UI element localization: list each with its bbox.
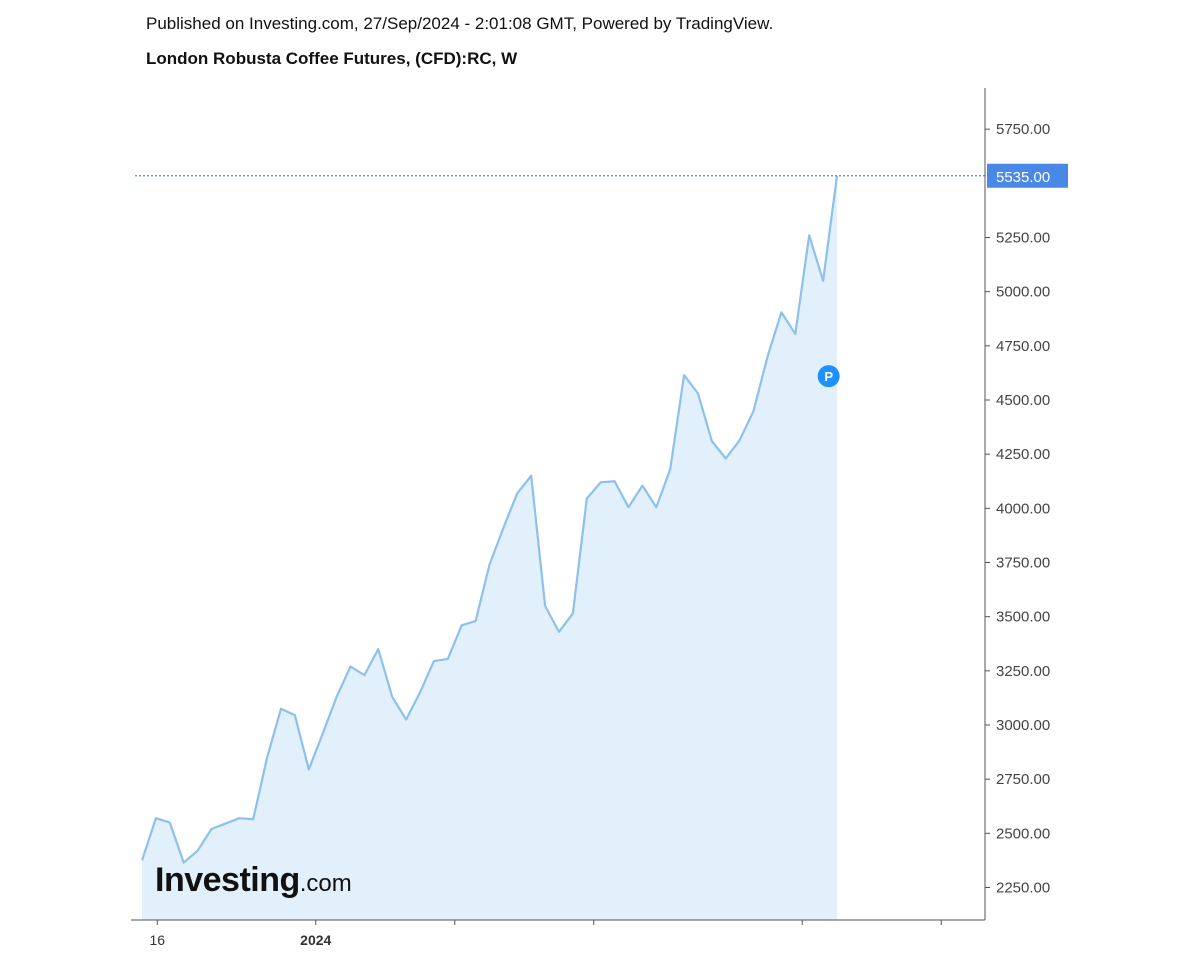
data-point[interactable]	[695, 391, 701, 397]
data-point[interactable]	[556, 629, 562, 635]
investing-logo: Investing.com	[155, 861, 352, 900]
data-point[interactable]	[709, 438, 715, 444]
y-tick-label: 2500.00	[996, 825, 1050, 842]
data-point[interactable]	[584, 496, 590, 502]
data-point[interactable]	[570, 610, 576, 616]
data-point[interactable]	[751, 408, 757, 414]
data-point[interactable]	[389, 694, 395, 700]
data-point[interactable]	[612, 478, 618, 484]
x-tick-label: 2024	[300, 932, 331, 948]
data-point[interactable]	[626, 504, 632, 510]
data-point[interactable]	[653, 504, 659, 510]
data-point[interactable]	[250, 816, 256, 822]
data-point[interactable]	[292, 712, 298, 718]
data-point[interactable]	[334, 694, 340, 700]
y-tick-label: 2750.00	[996, 771, 1050, 788]
data-point[interactable]	[209, 826, 215, 832]
logo-suffix: .com	[299, 870, 352, 897]
y-tick-label: 5250.00	[996, 230, 1050, 247]
data-point[interactable]	[667, 466, 673, 472]
y-tick-label: 4500.00	[996, 392, 1050, 409]
data-point[interactable]	[723, 456, 729, 462]
data-point[interactable]	[264, 755, 270, 761]
y-tick-label: 3000.00	[996, 717, 1050, 734]
data-point[interactable]	[417, 690, 423, 696]
data-point[interactable]	[500, 525, 506, 531]
y-tick-label: 5750.00	[996, 121, 1050, 138]
y-tick-label: 2250.00	[996, 880, 1050, 897]
marker-icon[interactable]	[817, 365, 840, 388]
y-tick-label: 3500.00	[996, 609, 1050, 626]
data-point[interactable]	[528, 473, 534, 479]
data-point[interactable]	[820, 278, 826, 284]
data-point[interactable]	[403, 717, 409, 723]
data-point[interactable]	[806, 232, 812, 238]
logo-wordmark: Investing	[155, 861, 300, 899]
data-point[interactable]	[153, 815, 159, 821]
data-point[interactable]	[348, 664, 354, 670]
chart-title: London Robusta Coffee Futures, (CFD):RC,…	[146, 49, 518, 68]
data-point[interactable]	[473, 618, 479, 624]
data-point[interactable]	[431, 658, 437, 664]
area-fill	[142, 175, 837, 920]
data-point[interactable]	[792, 331, 798, 337]
y-tick-label: 3750.00	[996, 555, 1050, 572]
data-point[interactable]	[306, 766, 312, 772]
data-point[interactable]	[139, 857, 145, 863]
data-point[interactable]	[195, 848, 201, 854]
data-point[interactable]	[222, 821, 228, 827]
data-point[interactable]	[542, 603, 548, 609]
data-point[interactable]	[445, 656, 451, 662]
data-point[interactable]	[598, 479, 604, 485]
data-point[interactable]	[236, 815, 242, 821]
y-tick-label: 4250.00	[996, 446, 1050, 463]
y-tick-label: 5000.00	[996, 284, 1050, 301]
data-point[interactable]	[639, 483, 645, 489]
data-point[interactable]	[375, 646, 381, 652]
data-point[interactable]	[361, 672, 367, 678]
data-point[interactable]	[765, 354, 771, 360]
data-point[interactable]	[778, 309, 784, 315]
data-point[interactable]	[167, 820, 173, 826]
data-point[interactable]	[278, 706, 284, 712]
y-tick-label: 4750.00	[996, 338, 1050, 355]
y-tick-label: 3250.00	[996, 663, 1050, 680]
data-point[interactable]	[320, 731, 326, 737]
last-price-badge	[987, 163, 1068, 188]
last-price-label: 5535.00	[996, 169, 1050, 186]
data-point[interactable]	[737, 437, 743, 443]
price-line	[140, 175, 839, 864]
x-tick-label: 16	[150, 932, 166, 948]
plot-area: P	[135, 175, 985, 920]
y-tick-label: 4000.00	[996, 500, 1050, 517]
data-point[interactable]	[487, 562, 493, 568]
publish-info: Published on Investing.com, 27/Sep/2024 …	[146, 14, 774, 33]
axes: 2250.00 2500.00 2750.00 3000.00 3250.00 3500.…	[131, 88, 1068, 948]
data-point[interactable]	[459, 622, 465, 628]
data-point[interactable]	[681, 372, 687, 378]
data-point[interactable]	[514, 490, 520, 496]
marker-label: P	[824, 369, 833, 384]
